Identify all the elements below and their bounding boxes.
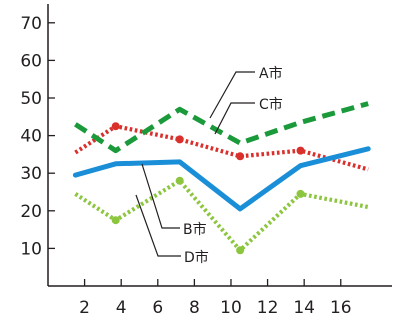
x-tick-label: 2	[79, 298, 90, 318]
data-point	[111, 216, 120, 225]
data-point	[175, 176, 184, 185]
x-tick-label: 10	[220, 298, 242, 318]
data-point	[236, 246, 245, 255]
y-tick-label: 20	[20, 202, 42, 222]
axes	[47, 4, 392, 287]
series-callouts: A市 C市 B市 D市	[135, 65, 283, 266]
data-point	[236, 152, 245, 161]
y-tick-label: 50	[20, 89, 42, 109]
data-point	[296, 146, 305, 155]
y-tick-label: 30	[20, 164, 42, 184]
series-label: C市	[259, 96, 283, 113]
series-label: A市	[259, 65, 283, 82]
x-tick-label: 8	[189, 298, 200, 318]
series-line	[74, 101, 369, 154]
x-tick-label: 14	[293, 298, 315, 318]
series-line	[72, 146, 371, 212]
axis-ticks: 10 20 30 40 50 60 70 2 4 6 8 10 12 14 16	[20, 14, 351, 318]
series-layer	[72, 101, 371, 255]
y-tick-label: 60	[20, 51, 42, 71]
callout-leader	[135, 194, 181, 257]
y-tick-label: 40	[20, 127, 42, 147]
series-label: B市	[183, 221, 207, 238]
y-tick-label: 70	[20, 14, 42, 34]
series-label: D市	[184, 249, 209, 266]
callout-leader	[214, 102, 255, 135]
y-tick-label: 10	[20, 239, 42, 259]
x-tick-label: 6	[152, 298, 163, 318]
series-line	[74, 178, 369, 253]
data-point	[175, 135, 184, 144]
data-point	[111, 122, 120, 131]
callout-leader	[141, 163, 180, 229]
x-tick-label: 4	[116, 298, 127, 318]
data-point	[296, 189, 305, 198]
x-tick-label: 12	[257, 298, 279, 318]
x-tick-label: 16	[330, 298, 352, 318]
callout-leader	[209, 71, 255, 119]
